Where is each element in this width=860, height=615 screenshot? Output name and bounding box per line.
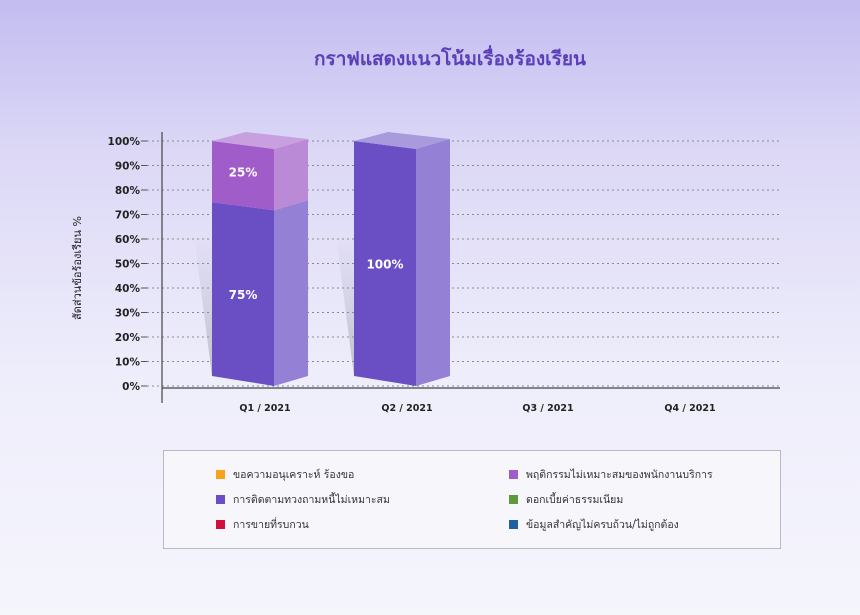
x-tick-label: Q4 / 2021 [664,403,715,414]
legend-item: ดอกเบี้ยค่าธรรมเนียม [509,491,623,508]
x-tick-label: Q1 / 2021 [239,403,290,414]
y-tick-label: 20% [115,332,141,344]
legend-item: ขอความอนุเคราะห์ ร้องขอ [216,466,354,483]
bar-side [274,200,308,386]
chart-title: กราฟแสดงแนวโน้มเรื่องร้องเรียน [313,48,586,70]
legend-swatch [509,520,518,529]
legend-swatch [509,495,518,504]
bar-side [274,139,308,211]
x-tick-label: Q2 / 2021 [381,403,432,414]
x-tick-label: Q3 / 2021 [522,403,573,414]
bar-side [416,139,450,386]
data-label: 100% [366,258,403,272]
legend-swatch [509,470,518,479]
bar-top [212,132,308,149]
legend-label: การขายที่รบกวน [233,519,309,531]
y-tick-label: 90% [115,161,141,173]
y-tick-label: 50% [115,259,141,271]
legend-label: ขอความอนุเคราะห์ ร้องขอ [233,469,355,481]
chart-legend: ขอความอนุเคราะห์ ร้องขอการติดตามทวงถามหน… [163,450,781,549]
legend-label: การติดตามทวงถามหนี้ไม่เหมาะสม [233,494,390,506]
y-tick-label: 30% [115,308,141,320]
legend-label: ดอกเบี้ยค่าธรรมเนียม [526,494,624,506]
y-tick-label: 40% [115,283,141,295]
data-label: 25% [229,166,258,180]
legend-item: การขายที่รบกวน [216,516,309,533]
y-tick-label: 0% [122,381,140,393]
y-tick-label: 60% [115,234,141,246]
y-tick-label: 70% [115,210,141,222]
y-axis-label: สัดส่วนข้อร้องเรียน % [71,216,84,320]
bar-segment [212,141,274,211]
bar-segment [354,141,416,386]
y-tick-label: 80% [115,185,141,197]
legend-item: ข้อมูลสำคัญไม่ครบถ้วน/ไม่ถูกต้อง [509,516,679,533]
legend-swatch [216,520,225,529]
legend-label: ข้อมูลสำคัญไม่ครบถ้วน/ไม่ถูกต้อง [526,519,679,531]
chart-plot: 0% 10% 20% 30% 40% 50% 60% 70% 80% 90% 100% สัดส่วน… [71,132,780,414]
legend-swatch [216,495,225,504]
y-tick-label: 100% [108,136,141,148]
bar-top [354,132,450,149]
legend-swatch [216,470,225,479]
bar-shadow [194,236,212,376]
legend-label: พฤติกรรมไม่เหมาะสมของพนักงานบริการ [526,469,713,481]
bar-segment [212,202,274,386]
legend-item: พฤติกรรมไม่เหมาะสมของพนักงานบริการ [509,466,713,483]
bar-shadow [336,236,354,376]
data-label: 75% [229,288,258,302]
y-tick-label: 10% [115,357,141,369]
legend-item: การติดตามทวงถามหนี้ไม่เหมาะสม [216,491,390,508]
